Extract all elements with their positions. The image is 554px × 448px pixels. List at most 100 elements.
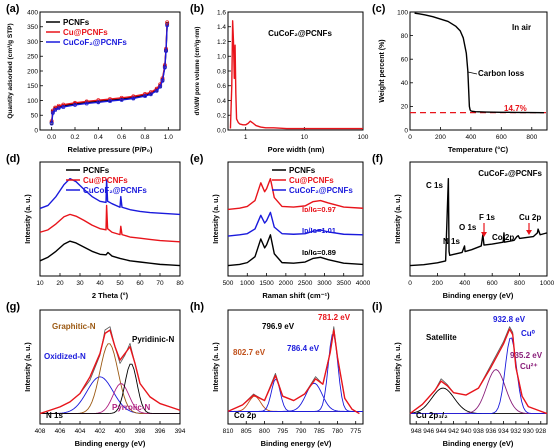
annotation-satellite: Satellite — [426, 333, 457, 342]
xtick-label-i-7: 934 — [498, 428, 509, 435]
annotation-ratio-pcnfs: Iᴅ/Iɢ=0.89 — [302, 248, 336, 257]
data-point-a-2-17 — [164, 48, 168, 53]
xtick-label-h-3: 795 — [277, 428, 288, 435]
ytick-label-b-7: 1.4 — [217, 24, 226, 31]
annotation-786-4: 786.4 eV — [287, 344, 320, 353]
data-point-a-2-5 — [73, 102, 77, 107]
annotation-residual-percent: 14.7% — [504, 104, 527, 113]
legend-label-e-2: CuCoF₂@PCNFs — [289, 186, 353, 195]
series-line-a-2 — [50, 25, 168, 124]
xtick-label-i-3: 942 — [448, 428, 459, 435]
series-line-d-0 — [39, 240, 181, 267]
axes-g: 408 406 404 402 400 398 396 394 — [35, 421, 186, 435]
xtick-label-i-6: 936 — [486, 428, 497, 435]
xtick-label-c-4: 800 — [526, 134, 537, 141]
xtick-label-h-4: 790 — [296, 428, 307, 435]
xtick-label-d-3: 40 — [96, 280, 104, 287]
legend-label-d-1: Cu@PCNFs — [83, 176, 128, 185]
annotation-ratio-cu: Iᴅ/Iɢ=0.97 — [302, 205, 336, 214]
xlabel-b: Pore width (nm) — [268, 145, 325, 154]
data-point-a-2-15 — [160, 78, 165, 83]
panel-label-g: (g) — [6, 301, 20, 313]
data-point-a-2-8 — [108, 99, 112, 104]
xtick-label-h-6: 780 — [332, 428, 343, 435]
xtick-label-a-0: 0.0 — [47, 134, 56, 141]
ytick-label-c-3: 60 — [401, 57, 409, 64]
data-point-a-2-14 — [158, 84, 163, 89]
annotation-co2p: Co 2p — [492, 233, 514, 242]
annotation-cu0: Cu⁰ — [521, 329, 536, 338]
ylabel-a: Quantity adsorbed (cm³/g STP) — [7, 23, 14, 118]
series-line-g-1 — [39, 329, 181, 415]
xtick-label-d-5: 60 — [136, 280, 144, 287]
panel-label-d: (d) — [6, 153, 20, 165]
fit-components-h — [228, 334, 363, 412]
xlabel-g: Binding energy (eV) — [75, 439, 146, 448]
xlabel-f: Binding energy (eV) — [443, 291, 514, 300]
ytick-label-b-3: 0.6 — [217, 83, 226, 90]
ytick-label-c-5: 100 — [397, 9, 408, 16]
panel-label-a: (a) — [6, 3, 20, 15]
data-point-a-2-0 — [49, 121, 54, 126]
annotation-802-7: 802.7 eV — [233, 348, 266, 357]
series-line-e-1 — [227, 177, 364, 211]
arrow-f1s — [481, 223, 487, 237]
panel-a: (a) 0.0 0.2 0.4 0.6 0.8 1.0 0 50 100 150 200 250 300… — [6, 3, 181, 154]
data-point-a-2-12 — [148, 92, 153, 97]
legend-label-d-0: PCNFs — [83, 166, 110, 175]
xtick-label-e-0: 500 — [223, 280, 234, 287]
panel-label-e: (e) — [190, 153, 204, 165]
data-point-a-2-13 — [154, 88, 159, 93]
annotation-cu2plus: Cu²⁺ — [520, 362, 538, 371]
xtick-label-i-0: 948 — [411, 428, 422, 435]
xlabel-d: 2 Theta (°) — [92, 291, 129, 300]
plot-frame-g — [39, 309, 181, 425]
title-b: CuCoF₂@PCNFs — [268, 29, 332, 38]
panel-g: (g) 408 406 404 402 400 398 396 394 Graphitic-N… — [6, 301, 186, 448]
series-i — [409, 326, 548, 415]
annotation-graphitic-n: Graphitic-N — [52, 322, 96, 331]
series-line-d-2 — [39, 177, 181, 216]
data-point-a-1-4 — [61, 102, 66, 107]
data-point-a-2-11 — [143, 94, 147, 99]
ytick-label-c-1: 20 — [401, 104, 409, 111]
legend-d: PCNFs Cu@PCNFs CuCoF₂@PCNFs — [66, 166, 147, 195]
data-point-a-2-4 — [61, 105, 66, 109]
xtick-label-h-7: 775 — [350, 428, 361, 435]
xtick-label-e-2: 1500 — [259, 280, 274, 287]
xtick-label-f-1: 200 — [432, 280, 443, 287]
panel-e: (e) 500 1000 1500 2000 2500 3000 3500 4000 PCNF… — [190, 153, 371, 300]
annotation-796-9: 796.9 eV — [262, 322, 295, 331]
panel-label-f: (f) — [372, 153, 383, 165]
ytick-label-a-2: 100 — [27, 98, 38, 105]
xtick-label-i-10: 928 — [535, 428, 546, 435]
annotation-co2p-region: Co 2p — [234, 411, 256, 420]
legend-label-a-0: PCNFs — [63, 18, 90, 27]
axes-b: 1 10 100 0.0 0.2 0.4 0.6 0.8 1.0 1.2 1.4 1.6 — [217, 9, 369, 141]
series-f — [409, 177, 548, 267]
xtick-label-a-2: 0.4 — [94, 134, 103, 141]
axes-h: 810 805 800 795 790 785 780 775 — [223, 421, 362, 435]
xlabel-e: Raman shift (cm⁻¹) — [262, 291, 330, 300]
ylabel-b: dV/dW pore volume (cm³/g·nm) — [194, 27, 201, 116]
fit-component-h-3 — [228, 334, 363, 412]
xlabel-i: Binding energy (eV) — [443, 439, 514, 448]
ytick-label-a-5: 250 — [27, 54, 38, 61]
series-d — [39, 177, 181, 267]
fit-component-i-1 — [410, 369, 547, 415]
ytick-label-b-6: 1.2 — [217, 39, 226, 46]
series-e — [227, 177, 364, 267]
data-point-a-2-9 — [119, 97, 124, 102]
series-g — [39, 326, 181, 415]
data-point-a-2-18 — [165, 23, 170, 28]
xtick-label-a-5: 1.0 — [164, 134, 173, 141]
annotation-n1s-region: N 1s — [46, 411, 63, 420]
ytick-label-b-1: 0.2 — [217, 113, 226, 120]
annotation-pyrrolic-n: Pyrrolic-N — [112, 403, 150, 412]
ylabel-c: Weight percent (%) — [379, 39, 386, 102]
plot-frame-c — [409, 11, 548, 131]
xtick-label-h-5: 785 — [314, 428, 325, 435]
title-f: CuCoF₂@PCNFs — [478, 169, 542, 178]
series-line-i-1 — [409, 328, 548, 415]
